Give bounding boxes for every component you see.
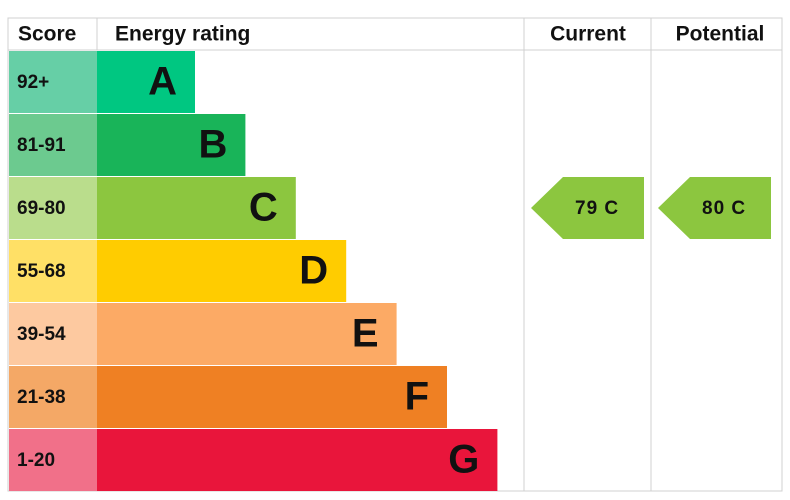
score-label: 69-80 [17, 198, 66, 219]
rating-bar [97, 177, 296, 239]
score-cell [9, 177, 97, 239]
score-cell [9, 240, 97, 302]
score-label: 81-91 [17, 135, 66, 156]
potential-label: 80 C [702, 198, 746, 219]
rating-bar [97, 114, 246, 176]
rating-bar [97, 303, 397, 365]
score-label: 55-68 [17, 261, 66, 282]
score-label: 1-20 [17, 450, 55, 471]
header-potential: Potential [676, 23, 765, 46]
score-cell [9, 51, 97, 113]
header-score: Score [18, 23, 76, 46]
header-rating: Energy rating [115, 23, 250, 46]
score-label: 92+ [17, 72, 49, 93]
current-label: 79 C [575, 198, 619, 219]
score-label: 39-54 [17, 324, 66, 345]
rating-letter: A [148, 60, 177, 104]
score-cell [9, 303, 97, 365]
score-cell [9, 429, 97, 491]
rating-bar [97, 51, 195, 113]
rating-letter: E [352, 312, 379, 356]
rating-bar [97, 366, 447, 428]
header-current: Current [550, 23, 626, 46]
rating-letter: B [199, 123, 228, 167]
score-label: 21-38 [17, 387, 66, 408]
score-cell [9, 366, 97, 428]
rating-letter: D [299, 249, 328, 293]
rating-letter: C [249, 186, 278, 230]
rating-letter: G [448, 438, 479, 482]
score-cell [9, 114, 97, 176]
potential-arrow [658, 177, 771, 239]
rating-bar [97, 429, 498, 491]
rating-bar [97, 240, 347, 302]
rating-letter: F [405, 375, 429, 419]
current-arrow [531, 177, 644, 239]
